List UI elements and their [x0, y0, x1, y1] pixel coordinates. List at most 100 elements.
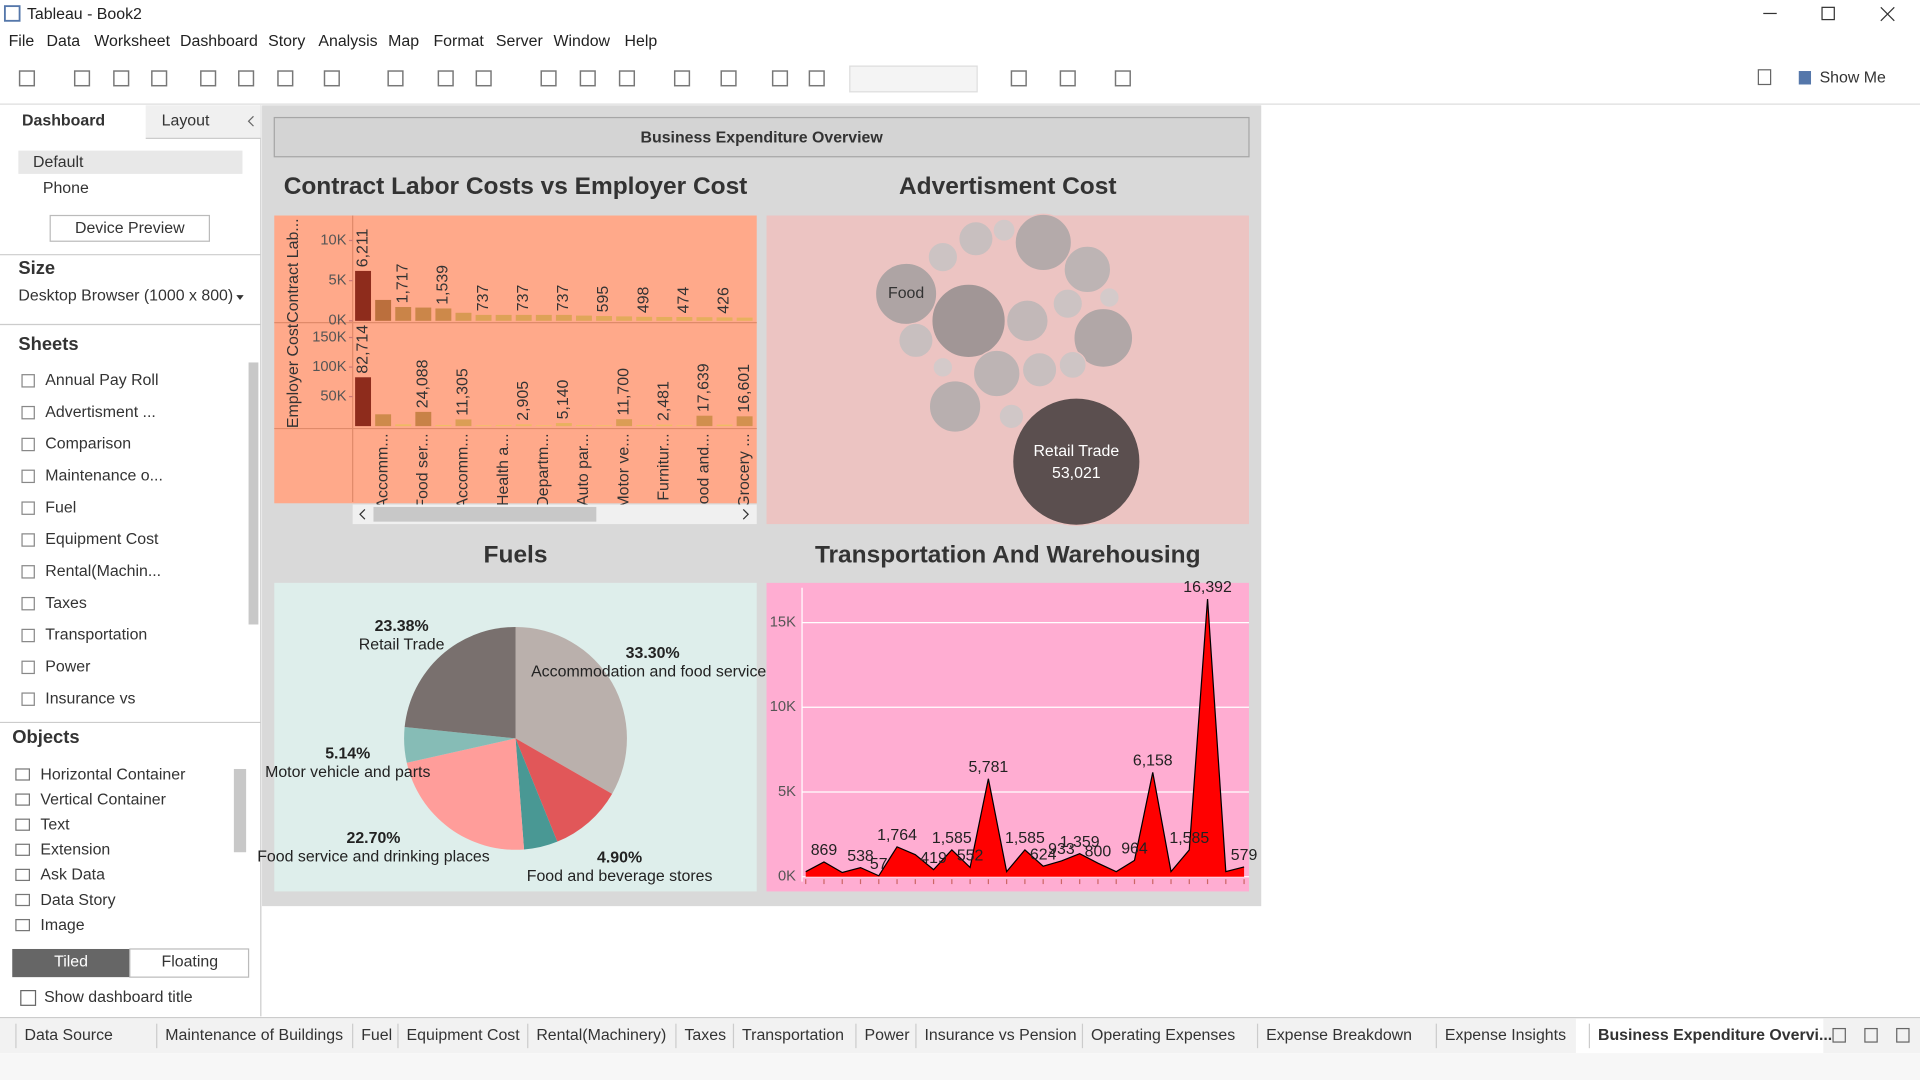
data-label: 2,905: [515, 381, 532, 421]
toolbar-icon[interactable]: [238, 70, 255, 87]
sheet-item[interactable]: Taxes: [45, 595, 87, 612]
close[interactable]: [1880, 6, 1895, 22]
toolbar-icon[interactable]: [1010, 70, 1027, 87]
menu-item[interactable]: Format: [433, 33, 484, 50]
scrollbar[interactable]: [248, 362, 259, 625]
button-label[interactable]: Floating: [161, 954, 218, 971]
toolbar-icon[interactable]: [1114, 70, 1131, 87]
toolbar-icon[interactable]: [200, 70, 217, 87]
dropdown-arrow[interactable]: [236, 295, 244, 300]
y-tick-label: 50K: [320, 388, 346, 404]
tiled-button[interactable]: [12, 948, 130, 978]
object-item[interactable]: Extension: [40, 842, 110, 859]
collapse[interactable]: [247, 115, 254, 127]
dashboard-tab[interactable]: [0, 105, 146, 139]
toolbar-icon[interactable]: [437, 70, 454, 87]
sheet-tab[interactable]: Business Expenditure Overvi...: [1598, 1027, 1832, 1044]
scrollbar-thumb[interactable]: [373, 506, 597, 522]
tab-label[interactable]: Layout: [162, 112, 210, 129]
sheet-tab[interactable]: Insurance vs Pension: [924, 1027, 1076, 1044]
selected-device[interactable]: [18, 150, 243, 174]
sheet-tab[interactable]: Equipment Cost: [407, 1027, 521, 1044]
floating-button[interactable]: [129, 948, 250, 978]
sheet-tab[interactable]: Maintenance of Buildings: [165, 1027, 343, 1044]
toolbar-icon[interactable]: [618, 70, 636, 87]
sheet-item[interactable]: Fuel: [45, 499, 76, 516]
tab-action[interactable]: [1896, 1027, 1910, 1043]
menu-item[interactable]: Story: [268, 33, 305, 50]
toolbar-icon[interactable]: [579, 70, 596, 87]
menu-item[interactable]: Window: [553, 33, 610, 50]
toolbar-icon[interactable]: [151, 70, 168, 87]
presenter-icon[interactable]: [1757, 69, 1772, 86]
show-me-icon[interactable]: [1798, 71, 1812, 85]
fit-dropdown[interactable]: [849, 65, 978, 93]
checkbox[interactable]: [20, 990, 37, 1006]
toolbar-icon[interactable]: [540, 70, 557, 87]
sheet-tab[interactable]: Data Source: [24, 1027, 113, 1044]
toolbar-icon[interactable]: [808, 70, 825, 87]
menu-item[interactable]: Dashboard: [180, 33, 258, 50]
scroll-arrow[interactable]: [359, 508, 366, 520]
sheet-tab[interactable]: Expense Insights: [1445, 1027, 1566, 1044]
sheet-tab[interactable]: Expense Breakdown: [1266, 1027, 1412, 1044]
toolbar-icon[interactable]: [387, 70, 404, 87]
menu-item[interactable]: Server: [496, 33, 544, 50]
object-item[interactable]: Horizontal Container: [40, 766, 186, 783]
sheet-item[interactable]: Annual Pay Roll: [45, 372, 158, 389]
sheet-item[interactable]: Insurance vs: [45, 690, 135, 707]
sheet-item[interactable]: Power: [45, 659, 91, 676]
layout-tab-bg[interactable]: [145, 105, 261, 139]
button-label[interactable]: Device Preview: [75, 220, 185, 237]
sheet-item[interactable]: Advertisment ...: [45, 404, 156, 421]
tab-label[interactable]: Dashboard: [22, 112, 105, 129]
sheet-item[interactable]: Equipment Cost: [45, 531, 159, 548]
checkbox-label[interactable]: Show dashboard title: [44, 989, 193, 1006]
show-me[interactable]: Show Me: [1820, 70, 1886, 87]
scroll-arrow[interactable]: [742, 508, 750, 520]
menu-item[interactable]: Data: [47, 33, 81, 50]
toolbar-icon[interactable]: [323, 70, 340, 87]
tab-action[interactable]: [1864, 1027, 1878, 1043]
toolbar-icon[interactable]: [475, 70, 492, 87]
active-tab[interactable]: [1575, 1018, 1824, 1054]
device[interactable]: Phone: [43, 180, 89, 197]
toolbar-icon[interactable]: [113, 70, 130, 87]
menu-item[interactable]: Worksheet: [94, 33, 170, 50]
toolbar-icon[interactable]: [18, 70, 36, 87]
sheet-tab[interactable]: Rental(Machinery): [536, 1027, 666, 1044]
sheet-tab[interactable]: Fuel: [361, 1027, 392, 1044]
toolbar-icon[interactable]: [771, 70, 789, 87]
section-heading: Size: [18, 257, 55, 278]
menu-item[interactable]: Help: [624, 33, 657, 50]
sheet-item[interactable]: Maintenance o...: [45, 468, 163, 485]
size-value[interactable]: Desktop Browser (1000 x 800): [18, 288, 233, 305]
device[interactable]: Default: [33, 154, 84, 171]
scrollbar[interactable]: [233, 768, 247, 853]
device-preview-button[interactable]: [49, 214, 210, 242]
menu-item[interactable]: Analysis: [318, 33, 377, 50]
toolbar-icon[interactable]: [1059, 70, 1076, 87]
sheet-item[interactable]: Rental(Machin...: [45, 563, 161, 580]
sheet-item[interactable]: Transportation: [45, 627, 147, 644]
sheet-item[interactable]: Comparison: [45, 436, 131, 453]
toolbar-icon[interactable]: [673, 70, 691, 87]
sheet-tab[interactable]: Power: [864, 1027, 910, 1044]
sheet-tab[interactable]: Operating Expenses: [1091, 1027, 1235, 1044]
button-label[interactable]: Tiled: [54, 954, 88, 971]
object-item[interactable]: Data Story: [40, 892, 115, 909]
slice-value: 5.14%: [325, 745, 370, 762]
toolbar-icon[interactable]: [720, 70, 737, 87]
menu-item[interactable]: Map: [388, 33, 419, 50]
menu-item[interactable]: File: [9, 33, 35, 50]
toolbar-icon[interactable]: [73, 70, 91, 87]
tab-action[interactable]: [1832, 1027, 1846, 1043]
object-item[interactable]: Vertical Container: [40, 791, 166, 808]
object-item[interactable]: Ask Data: [40, 867, 105, 884]
toolbar-icon[interactable]: [277, 70, 294, 87]
restore[interactable]: [1821, 6, 1835, 21]
sheet-tab[interactable]: Taxes: [684, 1027, 726, 1044]
sheet-tab[interactable]: Transportation: [742, 1027, 844, 1044]
object-item[interactable]: Image: [40, 917, 84, 934]
object-item[interactable]: Text: [40, 817, 70, 834]
